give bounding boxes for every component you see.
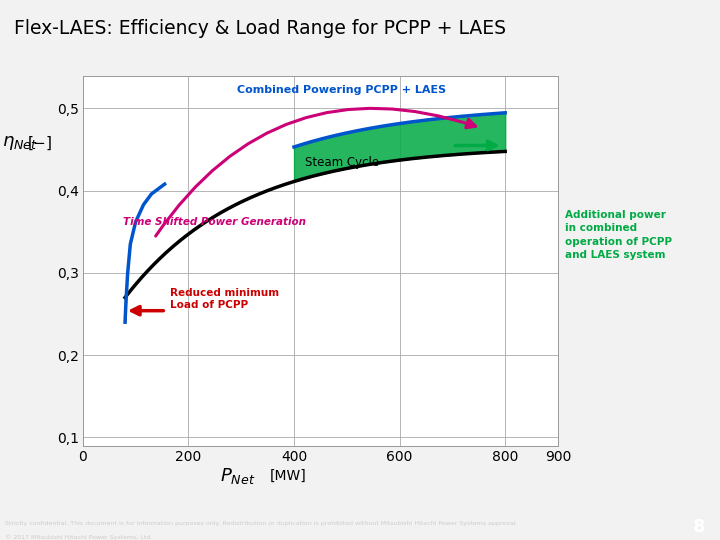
Text: 8: 8 [693, 518, 706, 536]
Text: Reduced minimum
Load of PCPP: Reduced minimum Load of PCPP [170, 288, 279, 310]
Text: [MW]: [MW] [270, 469, 307, 483]
Text: Steam Cycle: Steam Cycle [305, 156, 379, 169]
Text: $[-]$: $[-]$ [27, 134, 53, 152]
Text: $\eta_{Net}$: $\eta_{Net}$ [2, 134, 38, 152]
Text: © 2017 Mitsubishi Hitachi Power Systems, Ltd.: © 2017 Mitsubishi Hitachi Power Systems,… [5, 534, 152, 540]
Text: Strictly confidential. This document is for information purposes only. Redistrib: Strictly confidential. This document is … [5, 521, 518, 526]
Text: Flex-LAES: Efficiency & Load Range for PCPP + LAES: Flex-LAES: Efficiency & Load Range for P… [14, 19, 506, 38]
Text: Combined Powering PCPP + LAES: Combined Powering PCPP + LAES [237, 85, 446, 96]
Text: Time Shifted Power Generation: Time Shifted Power Generation [123, 217, 306, 227]
Text: Additional power
in combined
operation of PCPP
and LAES system: Additional power in combined operation o… [565, 210, 672, 260]
Text: $P_{Net}$: $P_{Net}$ [220, 466, 256, 487]
